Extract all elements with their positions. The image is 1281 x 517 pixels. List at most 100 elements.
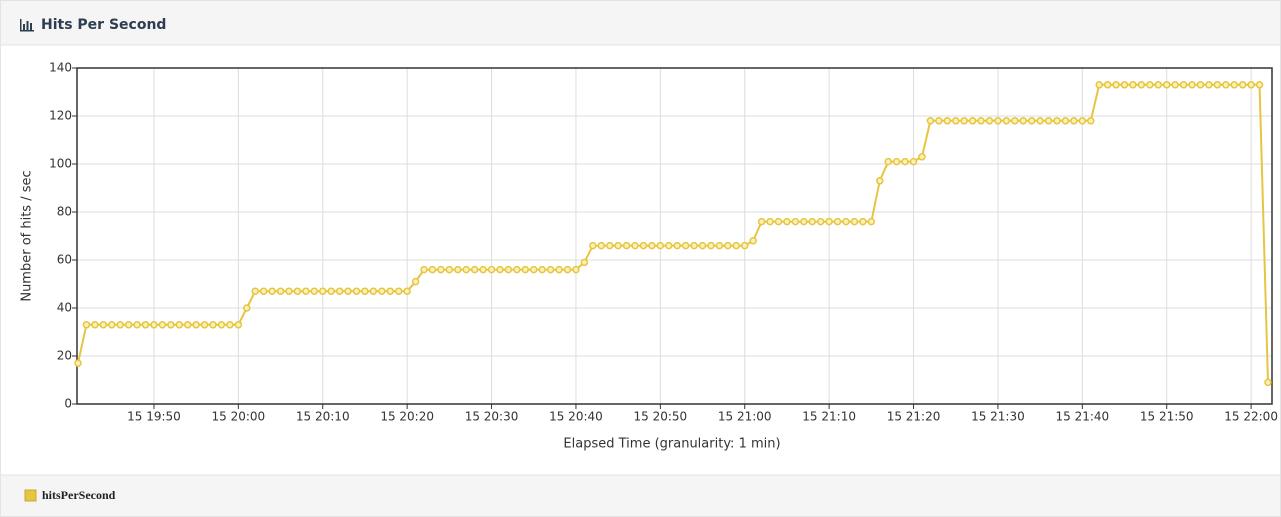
data-point — [985, 117, 994, 125]
data-point — [82, 321, 91, 329]
data-point — [943, 117, 952, 125]
x-tick-label: 15 20:50 — [634, 410, 688, 424]
data-point — [816, 217, 825, 226]
data-point — [808, 217, 817, 226]
y-axis-label: Number of hits / sec — [20, 170, 35, 301]
data-point — [1036, 117, 1044, 125]
data-point — [116, 321, 124, 329]
data-point — [310, 287, 319, 295]
data-point — [470, 265, 479, 274]
data-point — [1095, 81, 1103, 89]
data-point — [234, 321, 243, 329]
data-point — [1129, 81, 1137, 89]
data-point — [833, 217, 842, 226]
data-point — [842, 217, 850, 226]
data-point — [124, 321, 133, 329]
legend-swatch — [24, 489, 37, 502]
data-point — [158, 321, 167, 329]
data-point — [454, 265, 462, 274]
x-tick-label: 15 21:50 — [1140, 410, 1194, 424]
data-point — [757, 217, 766, 226]
data-point — [825, 217, 833, 226]
data-point — [411, 277, 420, 286]
data-point — [1171, 81, 1179, 89]
data-point — [513, 265, 521, 274]
data-point — [209, 321, 217, 329]
data-point — [665, 241, 673, 250]
data-point — [183, 321, 192, 329]
data-point — [150, 321, 158, 329]
data-point — [99, 321, 108, 329]
data-point — [614, 241, 622, 250]
data-point — [597, 241, 606, 250]
y-tick-label: 40 — [57, 301, 72, 315]
data-point — [394, 287, 403, 295]
data-point — [521, 265, 530, 274]
data-point — [479, 265, 487, 274]
data-point — [1230, 81, 1238, 89]
x-tick-label: 15 21:30 — [971, 410, 1025, 424]
data-point — [1154, 81, 1163, 89]
legend-panel — [1, 475, 1280, 516]
data-point — [276, 287, 285, 295]
y-tick-label: 120 — [49, 109, 72, 123]
data-point — [1213, 81, 1222, 89]
data-point — [1247, 81, 1255, 89]
data-point — [1112, 81, 1120, 89]
data-point — [968, 117, 977, 125]
data-point — [437, 265, 445, 274]
x-tick-label: 15 20:10 — [296, 410, 350, 424]
data-point — [673, 241, 681, 250]
data-point — [977, 117, 985, 125]
data-point — [1070, 117, 1078, 125]
data-point — [589, 241, 597, 250]
data-point — [724, 241, 732, 250]
data-point — [420, 265, 428, 274]
x-axis-label: Elapsed Time (granularity: 1 min) — [563, 437, 780, 452]
x-tick-label: 15 20:20 — [380, 410, 434, 424]
data-point — [1188, 81, 1196, 89]
data-point — [327, 287, 335, 295]
data-point — [580, 258, 589, 267]
chart-title: Hits Per Second — [41, 17, 166, 33]
x-tick-label: 15 20:40 — [549, 410, 603, 424]
data-point — [681, 241, 690, 250]
data-point — [141, 321, 150, 329]
x-tick-label: 15 21:20 — [887, 410, 941, 424]
data-point — [892, 157, 901, 166]
data-point — [1255, 81, 1264, 89]
legend-label: hitsPerSecond — [42, 488, 116, 502]
data-point — [994, 117, 1002, 125]
data-point — [876, 177, 884, 185]
data-point — [935, 117, 943, 125]
x-tick-label: 15 21:40 — [1055, 410, 1109, 424]
data-point — [740, 241, 749, 250]
data-point — [859, 217, 867, 226]
data-point — [867, 217, 876, 226]
data-point — [91, 321, 99, 329]
data-point — [462, 265, 470, 274]
data-point — [504, 265, 513, 274]
data-point — [546, 265, 555, 274]
data-point — [1137, 81, 1146, 89]
data-point — [529, 265, 538, 274]
data-point — [800, 217, 808, 226]
y-tick-label: 60 — [57, 253, 72, 267]
y-tick-label: 100 — [49, 157, 72, 171]
data-point — [386, 287, 395, 295]
data-point — [428, 265, 437, 274]
data-point — [1238, 81, 1247, 89]
data-point — [555, 265, 563, 274]
data-point — [1027, 117, 1036, 125]
data-point — [1078, 117, 1087, 125]
data-point — [774, 217, 783, 226]
x-tick-label: 15 20:00 — [212, 410, 266, 424]
x-tick-label: 15 20:30 — [465, 410, 519, 424]
data-point — [1061, 117, 1070, 125]
y-tick-label: 140 — [49, 61, 72, 75]
data-point — [496, 265, 504, 274]
data-point — [285, 287, 293, 295]
y-tick-label: 0 — [64, 397, 72, 411]
